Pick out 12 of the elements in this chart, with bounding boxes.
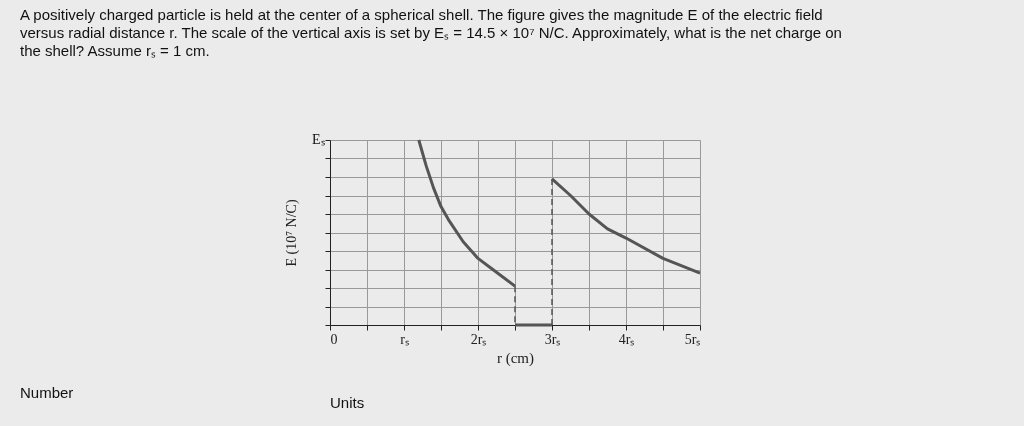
text: Eₛ (312, 132, 325, 147)
x-tick-label: 2rₛ (470, 331, 487, 347)
text: Number (20, 384, 74, 401)
x-axis-title: r (cm) (496, 349, 535, 367)
x-tick-label: 0 (330, 331, 338, 347)
chart-title: A positively charged particle is held at the center of a spherical shell. The figure gives the magnitude E of the electric field versus radial distance r. The scale of the vertical axis is set by Eₛ = 14.5 × 10⁷ N/C. Approximately, what is the net charge on the shell? Assume rₛ = 1 cm. (20, 6, 842, 59)
text: Units (330, 394, 365, 411)
y-axis-title: E (10⁷ N/C) (283, 199, 300, 267)
x-tick-label: rₛ (400, 331, 409, 347)
x-tick-label: 3rₛ (544, 331, 561, 347)
x-tick-label: 4rₛ (618, 331, 635, 347)
x-tick-label: 5rₛ (684, 331, 701, 347)
